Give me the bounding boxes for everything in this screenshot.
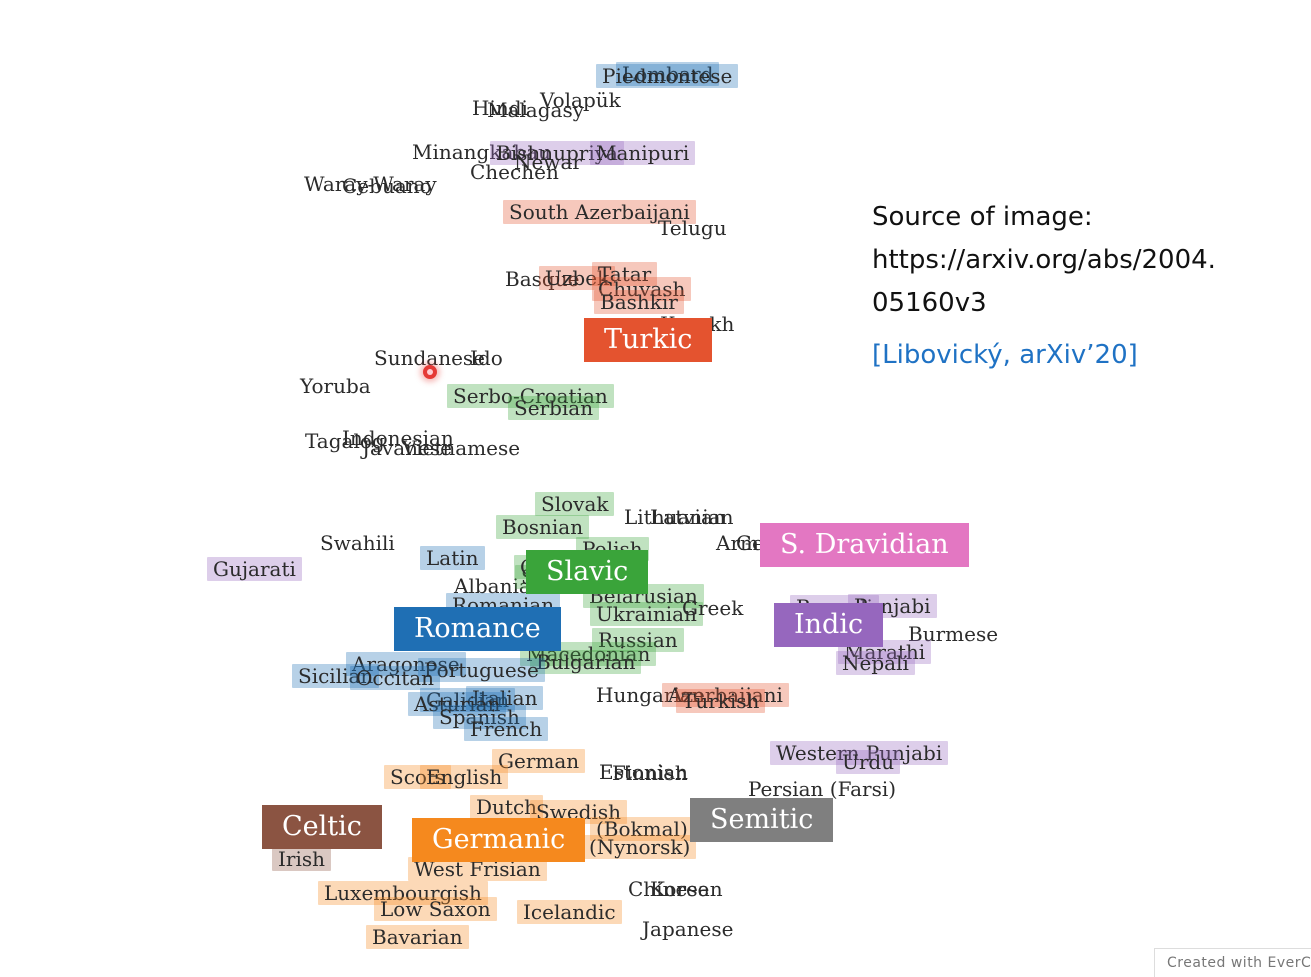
- language-label-tatar: Tatar: [592, 262, 658, 286]
- language-label-estonian: Estonian: [599, 760, 689, 784]
- language-label-luxembourgish: Luxembourgish: [318, 881, 488, 905]
- language-label-chuvash: Chuvash: [592, 277, 692, 301]
- language-label-occitan: Occitan: [350, 666, 441, 690]
- language-label-chinese: Chinese: [628, 877, 710, 901]
- language-label-greek: Greek: [682, 596, 744, 620]
- language-label-indonesian: Indonesian: [342, 426, 454, 450]
- language-label-serbo-croatian: Serbo-Croatian: [447, 384, 614, 408]
- source-line-1: Source of image:: [872, 202, 1093, 232]
- language-label-lithuanian: Lithuanian: [624, 505, 734, 529]
- language-label-telugu: Telugu: [658, 216, 727, 240]
- group-label-germanic: Germanic: [412, 818, 586, 862]
- language-label-nynorsk: (Nynorsk): [583, 835, 697, 859]
- language-label-slovak: Slovak: [535, 492, 615, 516]
- language-label-english: English: [420, 765, 509, 789]
- language-label-german: German: [492, 749, 586, 773]
- language-label-gujarati: Gujarati: [207, 557, 302, 581]
- group-label-romance: Romance: [394, 607, 561, 651]
- language-label-swahili: Swahili: [320, 531, 395, 555]
- language-label-russian: Russian: [592, 628, 684, 652]
- language-label-newar: Newar: [514, 150, 582, 174]
- watermark-footer: Created with EverCam: [1154, 948, 1311, 977]
- language-label-uzbek: Uzbek: [539, 266, 616, 290]
- language-label-piedmontese: Piedmontese: [596, 64, 739, 88]
- language-label-nepali: Nepali: [836, 651, 915, 675]
- language-label-vietnamese: Vietnamese: [402, 436, 521, 460]
- language-label-basque: Basque: [505, 267, 580, 291]
- language-label-portuguese: Portuguese: [418, 658, 545, 682]
- group-label-s-dravidian: S. Dravidian: [760, 523, 969, 567]
- language-label-irish: Irish: [272, 847, 332, 871]
- language-label-malagasy: Malagasy: [487, 98, 585, 122]
- language-label-aragonese: Aragonese: [346, 652, 466, 676]
- language-label-bosnian: Bosnian: [496, 515, 590, 539]
- language-label-western-punjabi: Western Punjabi: [770, 741, 949, 765]
- language-label-south-azerbaijani: South Azerbaijani: [503, 200, 696, 224]
- language-label-waray-waray: Waray-Waray: [304, 172, 437, 196]
- language-label-chechen: Chechen: [470, 160, 559, 184]
- language-label-latin: Latin: [420, 546, 485, 570]
- language-label-low-saxon: Low Saxon: [374, 897, 497, 921]
- language-label-bulgarian: Bulgarian: [530, 650, 642, 674]
- language-label-tagalog: Tagalog: [305, 429, 385, 453]
- language-label-bokmal: (Bokmal): [590, 817, 694, 841]
- language-label-sicilian: Sicilian: [292, 664, 380, 688]
- language-label-ido: Ido: [470, 346, 503, 370]
- language-label-icelandic: Icelandic: [517, 900, 622, 924]
- language-label-hungarian: Hungarian: [596, 683, 705, 707]
- language-label-asturian: Asturian: [408, 692, 507, 716]
- language-label-lombard: Lombard: [616, 62, 720, 86]
- language-label-galician: Galician: [420, 688, 516, 712]
- language-label-azerbaijani: Azerbaijani: [662, 683, 789, 707]
- language-label-ukrainian: Ukrainian: [590, 602, 703, 626]
- group-label-celtic: Celtic: [262, 805, 382, 849]
- language-label-finnish: Finnish: [612, 761, 688, 785]
- group-label-indic: Indic: [774, 603, 884, 647]
- language-label-minangkabau: Minangkabau: [412, 140, 552, 164]
- language-label-urdu: Urdu: [836, 750, 901, 774]
- language-label-sundanese: Sundanese: [374, 346, 486, 370]
- language-label-spanish: Spanish: [433, 705, 526, 729]
- language-label-hindi: Hindi: [472, 96, 528, 120]
- language-label-yoruba: Yoruba: [300, 374, 371, 398]
- language-label-korean: Korean: [650, 877, 723, 901]
- cursor-highlight-dot: [423, 365, 437, 379]
- citation-link[interactable]: [Libovický, arXiv’20]: [872, 340, 1138, 370]
- language-label-bashkir: Bashkir: [594, 290, 684, 314]
- language-label-serbian: Serbian: [508, 396, 600, 420]
- group-label-turkic: Turkic: [584, 318, 713, 362]
- language-label-scots: Scots: [384, 765, 452, 789]
- language-label-bishnupriya: Bishnupriya: [490, 141, 624, 165]
- language-label-volap-k: Volapük: [540, 88, 621, 112]
- language-label-italian: Italian: [466, 686, 544, 710]
- language-label-latvian: Latvian: [650, 505, 726, 529]
- language-label-french: French: [464, 717, 549, 741]
- language-label-burmese: Burmese: [908, 622, 999, 646]
- language-label-cebuano: Cebuano: [342, 174, 432, 198]
- language-label-bavarian: Bavarian: [366, 925, 469, 949]
- language-label-turkish: Turkish: [676, 689, 766, 713]
- language-label-javanese: Javanese: [362, 436, 452, 460]
- source-line-2: https://arxiv.org/abs/2004.: [872, 245, 1216, 275]
- group-label-semitic: Semitic: [690, 798, 834, 842]
- language-label-japanese: Japanese: [642, 917, 734, 941]
- language-label-manipuri: Manipuri: [590, 141, 696, 165]
- language-label-persian-farsi: Persian (Farsi): [748, 777, 897, 801]
- source-line-3: 05160v3: [872, 288, 987, 318]
- group-label-slavic: Slavic: [526, 550, 649, 594]
- language-label-dutch: Dutch: [470, 795, 544, 819]
- language-label-albanian: Albanian: [454, 574, 544, 598]
